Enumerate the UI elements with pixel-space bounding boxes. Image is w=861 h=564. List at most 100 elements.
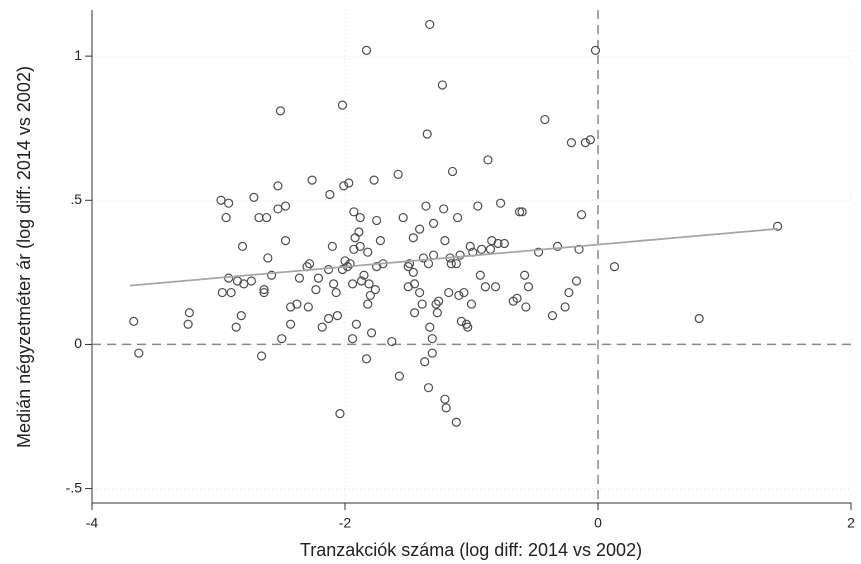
point [129,316,139,326]
point [370,285,380,295]
point [466,299,477,309]
point [224,273,234,283]
point [444,287,454,298]
point [437,80,448,90]
point [249,192,259,202]
point [499,238,509,249]
point [350,233,360,243]
point [183,319,193,329]
point [425,19,435,30]
point [267,270,277,280]
point [394,371,404,381]
point [329,279,339,289]
point [455,250,465,260]
point [366,328,377,338]
point [313,273,324,283]
point [533,247,544,257]
y-axis-title: Medián négyzetméter ár (log diff: 2014 v… [14,66,34,448]
point [447,166,458,177]
point [477,244,487,254]
point [307,175,317,185]
point [351,319,361,329]
x-tick-label: -2 [339,515,352,531]
point [523,282,534,292]
point [184,308,195,318]
point [493,238,503,249]
point [409,279,420,289]
point [294,273,305,283]
point [415,287,425,298]
point [331,287,341,298]
point [398,212,408,223]
point [349,207,359,217]
point [480,282,491,292]
point [261,212,272,223]
point [335,409,345,419]
point [134,348,144,358]
y-tick-label: .5 [70,191,82,207]
point [585,135,596,145]
point [311,285,321,295]
point [418,253,429,263]
point [332,311,343,321]
point [440,236,450,246]
point [473,201,483,211]
point [217,287,227,298]
point [571,276,582,286]
point [369,175,379,185]
point [337,264,348,275]
point [231,322,241,332]
point [325,189,335,200]
point [431,299,441,309]
point [409,308,420,318]
y-tick-label: 1 [74,47,82,63]
point [236,311,246,321]
point [463,322,473,332]
point [273,204,283,214]
point [580,138,590,148]
point [465,241,475,252]
point [451,417,461,427]
y-tick-label: 0 [74,335,82,351]
point [304,259,315,269]
point [323,313,334,324]
point [439,204,449,214]
point [415,224,425,234]
point [459,287,469,298]
point [540,114,550,125]
point [517,207,527,217]
point [323,264,334,275]
point [239,279,249,289]
x-tick-label: 0 [594,515,602,531]
point [237,241,248,252]
point [259,287,269,298]
point [408,267,418,277]
point [454,290,464,301]
point [355,212,365,223]
point [361,354,372,364]
point [277,334,287,344]
point [440,394,450,404]
point [361,45,372,55]
point [512,293,522,303]
point [347,279,358,289]
point [490,282,501,292]
point [694,313,704,324]
point [340,256,350,266]
point [417,299,427,309]
fit-line [129,227,778,287]
point [773,221,783,231]
point [452,212,463,223]
point [337,100,348,110]
point [259,285,269,295]
point [609,261,620,272]
point [456,316,466,326]
point [280,236,291,246]
point [354,227,364,237]
point [547,311,558,321]
point [560,302,570,312]
point [408,233,418,243]
point [216,195,226,205]
